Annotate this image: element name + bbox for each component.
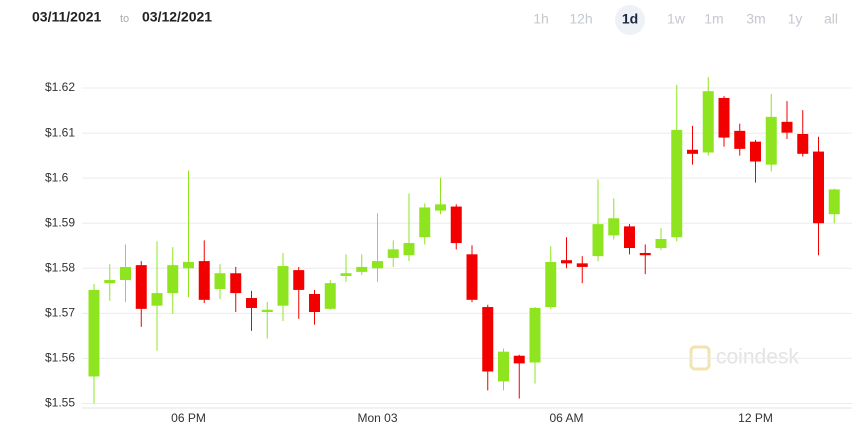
range-button[interactable]: 3m	[746, 11, 765, 27]
candle-body	[734, 130, 746, 149]
range-button[interactable]: 12h	[569, 11, 592, 27]
candle-body	[183, 261, 194, 269]
candle-body	[151, 293, 163, 306]
candle-body	[277, 266, 289, 306]
x-tick-label: 12 PM	[738, 411, 773, 425]
watermark: coindesk	[716, 346, 799, 369]
candle-body	[828, 189, 840, 215]
candle-body	[167, 265, 179, 294]
candle-body	[813, 151, 824, 224]
candle-body	[419, 207, 431, 238]
y-tick-label: $1.55	[45, 396, 75, 410]
candle-body	[765, 116, 777, 165]
range-button[interactable]: 1h	[533, 11, 549, 27]
candle-body	[498, 351, 509, 382]
candle-body	[750, 141, 761, 162]
x-tick-label: Mon 03	[357, 411, 397, 425]
candle-body	[702, 91, 714, 153]
candle-body	[592, 224, 604, 257]
range-selected-bg	[615, 5, 645, 35]
x-tick-label: 06 PM	[171, 411, 206, 425]
y-tick-label: $1.56	[45, 351, 75, 365]
y-tick-label: $1.59	[45, 215, 75, 229]
candle-body	[482, 307, 494, 372]
candle-body	[88, 289, 100, 377]
candle-body	[450, 206, 462, 244]
candle-body	[513, 355, 525, 364]
date-to-word: to	[120, 13, 129, 25]
candle-body	[639, 252, 651, 256]
candle-body	[608, 218, 620, 236]
range-button[interactable]: 1d	[622, 11, 638, 27]
candle-body	[529, 307, 541, 363]
candle-body	[561, 260, 572, 264]
y-tick-label: $1.61	[45, 125, 75, 139]
date-to: 03/12/2021	[142, 9, 212, 25]
candle-body	[435, 204, 446, 211]
candle-body	[309, 293, 320, 313]
y-tick-label: $1.57	[45, 306, 75, 320]
candle-body	[356, 266, 368, 272]
candle-body	[324, 283, 336, 309]
candle-body	[781, 121, 793, 133]
candle-body	[372, 261, 383, 269]
candle-body	[545, 261, 557, 308]
x-tick-label: 06 AM	[549, 411, 583, 425]
candle-body	[403, 243, 415, 256]
candle-body	[576, 263, 588, 267]
candle-body	[120, 266, 131, 281]
range-button[interactable]: 1w	[667, 11, 686, 27]
candle-body	[293, 270, 305, 290]
y-tick-label: $1.62	[45, 80, 75, 94]
date-from: 03/11/2021	[32, 9, 102, 25]
candle-body	[655, 239, 667, 249]
candle-body	[135, 265, 147, 309]
candle-body	[466, 254, 478, 300]
range-button[interactable]: all	[824, 11, 838, 27]
range-button[interactable]: 1y	[788, 11, 803, 27]
candle-body	[718, 97, 730, 138]
range-button[interactable]: 1m	[704, 11, 723, 27]
y-tick-label: $1.6	[45, 170, 69, 184]
candle-body	[687, 149, 698, 154]
candle-body	[624, 226, 635, 249]
candle-body	[246, 298, 257, 308]
candle-body	[387, 249, 399, 258]
candle-body	[797, 133, 809, 154]
candle-body	[340, 273, 352, 276]
candle-body	[671, 129, 683, 238]
candle-body	[261, 309, 273, 313]
candle-body	[104, 280, 116, 284]
y-tick-label: $1.58	[45, 260, 75, 274]
candle-body	[214, 273, 226, 290]
candle-body	[198, 261, 210, 300]
candle-body	[230, 273, 242, 294]
